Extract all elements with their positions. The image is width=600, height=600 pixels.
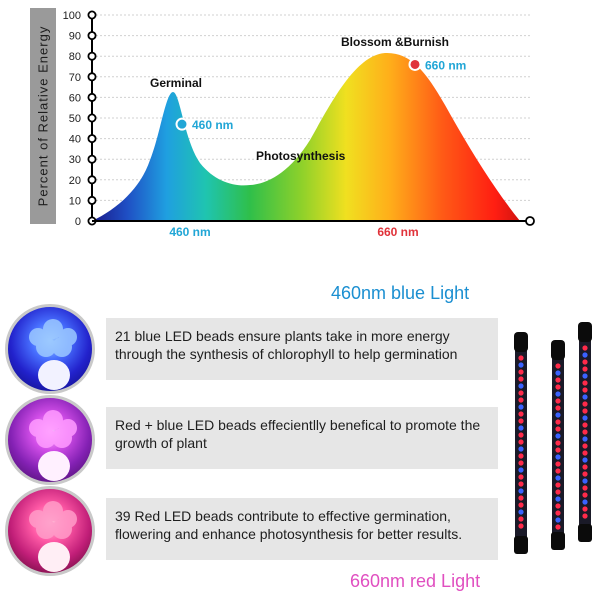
y-tick-label: 60 — [69, 92, 81, 104]
feature-text-mixed: Red + blue LED beads effecientlly benefi… — [106, 407, 498, 469]
y-tick-label: 40 — [69, 134, 81, 146]
y-tick-marker — [87, 175, 97, 185]
y-tick-marker — [87, 51, 97, 61]
led-grow-tubes — [514, 322, 592, 554]
y-axis-label-box — [30, 8, 56, 224]
tube-cap-top — [551, 340, 565, 360]
y-tick-label: 30 — [69, 154, 81, 166]
y-tick-marker — [87, 92, 97, 102]
y-tick-marker — [87, 31, 97, 41]
red-light-heading: 660nm red Light — [350, 571, 481, 591]
tube-cap-bottom — [514, 536, 528, 554]
data-point — [175, 117, 189, 131]
y-tick-marker — [87, 113, 97, 123]
mixed-plant-photo — [5, 395, 95, 485]
peak-annotation: Photosynthesis — [256, 149, 346, 163]
y-tick-label: 90 — [69, 31, 81, 43]
feature-text-blue: 21 blue LED beads ensure plants take in … — [106, 318, 498, 380]
spectrum-curve — [92, 52, 520, 221]
y-tick-label: 20 — [69, 175, 81, 187]
blue-light-heading: 460nm blue Light — [331, 283, 470, 303]
x-tick-label: 660 nm — [377, 225, 418, 239]
y-tick-label: 10 — [69, 195, 81, 207]
y-tick-marker — [87, 72, 97, 82]
y-tick-marker — [87, 195, 97, 205]
data-point — [408, 57, 422, 71]
tube-cap-bottom — [551, 532, 565, 550]
feature-row-blue: 21 blue LED beads ensure plants take in … — [0, 300, 600, 394]
data-label: 660 nm — [425, 58, 466, 72]
feature-row-mixed: Red + blue LED beads effecientlly benefi… — [0, 391, 600, 485]
feature-row-red: 39 Red LED beads contribute to effective… — [0, 482, 600, 576]
tube-cap-top — [578, 322, 592, 342]
y-tick-label: 70 — [69, 72, 81, 84]
x-tick-label: 460 nm — [169, 225, 210, 239]
x-axis-end-marker — [525, 216, 535, 226]
spectrum-chart-svg: 0 10 20 30 40 50 60 70 80 90 100 460 nm 660 nm 460 … — [63, 10, 535, 239]
y-tick-label: 50 — [69, 113, 81, 125]
tube-cap-bottom — [578, 524, 592, 542]
y-tick-label: 0 — [75, 216, 81, 228]
tube-cap-top — [514, 332, 528, 352]
y-tick-marker — [87, 134, 97, 144]
feature-text-red: 39 Red LED beads contribute to effective… — [106, 498, 498, 560]
data-label: 460 nm — [192, 118, 233, 132]
y-tick-marker — [87, 10, 97, 20]
red-plant-photo — [5, 486, 95, 576]
peak-annotation: Blossom &Burnish — [341, 35, 449, 49]
peak-annotation: Germinal — [150, 76, 202, 90]
spectrum-chart: Percent of Relative Energy 0 10 20 30 40 50 60… — [0, 0, 600, 250]
y-tick-label: 80 — [69, 51, 81, 63]
blue-plant-photo — [5, 304, 95, 394]
y-tick-marker — [87, 154, 97, 164]
y-tick-label: 100 — [63, 10, 81, 22]
